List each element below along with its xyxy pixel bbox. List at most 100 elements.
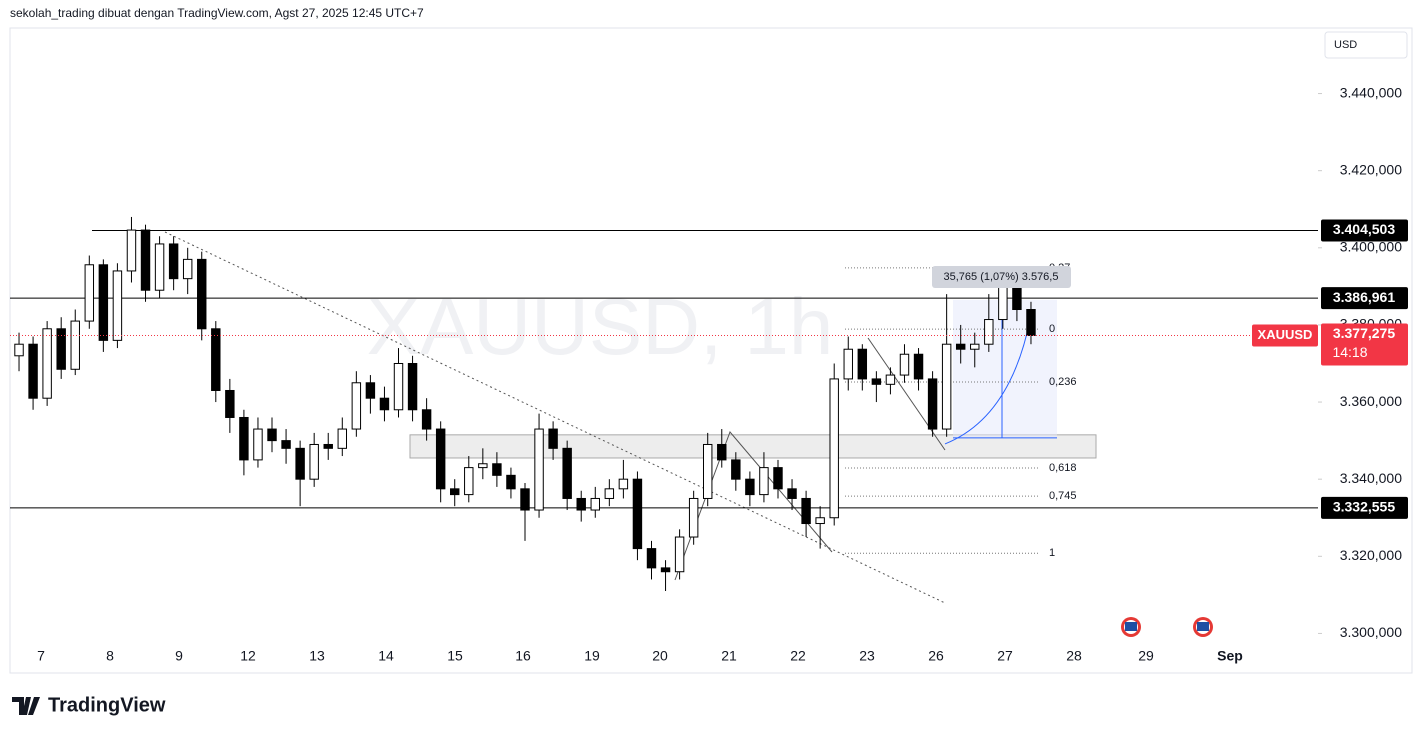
candle-body <box>899 353 910 376</box>
x-tick-label: 28 <box>1066 648 1082 664</box>
candle-body <box>309 443 319 480</box>
candle-body <box>98 264 109 341</box>
candle-body <box>492 463 502 476</box>
candle-body <box>239 416 249 461</box>
candle-body <box>1026 309 1036 336</box>
x-tick-label: 7 <box>37 648 45 664</box>
candle-body <box>632 478 643 550</box>
x-tick-label: 19 <box>584 648 600 664</box>
fib-label: 0,618 <box>1049 462 1077 474</box>
candle-body <box>56 328 66 370</box>
x-tick-label: 8 <box>106 648 114 664</box>
candle-body <box>674 536 685 573</box>
candle-body <box>450 488 460 496</box>
candle-body <box>829 378 839 519</box>
candle-body <box>576 497 586 511</box>
candle-body <box>168 243 179 280</box>
candle-body <box>84 264 95 322</box>
candle-body <box>393 362 404 411</box>
logo: TradingView <box>12 694 166 716</box>
fib-label: 0,236 <box>1049 376 1077 388</box>
candle-body <box>885 374 896 385</box>
x-tick-label: 16 <box>515 648 531 664</box>
level-label: 3.386,961 <box>1333 289 1395 305</box>
x-tick-label: 22 <box>790 648 806 664</box>
currency: USD <box>1334 39 1357 51</box>
candle-body <box>731 459 741 480</box>
candle-body <box>407 362 418 411</box>
y-tick-label: 3.300,000 <box>1340 624 1402 640</box>
candle-body <box>464 467 474 496</box>
candle-body <box>745 478 755 496</box>
candle-body <box>984 319 994 345</box>
x-tick-label: 20 <box>652 648 668 664</box>
measure-label: 35,765 (1,07%) 3.576,5 <box>944 271 1059 283</box>
currency-box[interactable] <box>1324 31 1408 59</box>
countdown: 14:18 <box>1332 344 1367 360</box>
x-tick-label: 26 <box>928 648 944 664</box>
candle-body <box>534 428 544 511</box>
symbol-tag <box>1252 324 1318 347</box>
candle-body <box>182 258 193 280</box>
candle-body <box>548 428 558 449</box>
trend-line <box>164 231 946 604</box>
y-tick-label: 3.320,000 <box>1340 547 1402 563</box>
candle-body <box>562 447 572 499</box>
candle-body <box>28 343 38 399</box>
candle-body <box>801 497 811 525</box>
candle-body <box>337 428 348 449</box>
candle-body <box>857 348 868 380</box>
candle-body <box>365 382 376 399</box>
candle-body <box>660 567 671 573</box>
x-tick-label: 13 <box>309 648 325 664</box>
candle-body <box>281 440 291 449</box>
candle-body <box>14 343 24 357</box>
logo-text: TradingView <box>48 694 166 716</box>
candle-body <box>225 389 235 418</box>
x-tick-label: 9 <box>175 648 183 664</box>
candle-body <box>871 378 882 385</box>
candle-body <box>998 283 1008 321</box>
x-tick-label: 27 <box>997 648 1013 664</box>
event-flags[interactable] <box>1121 617 1213 637</box>
candle-body <box>70 320 80 370</box>
candle-body <box>295 447 305 480</box>
last-price: 3.377,275 <box>1333 325 1395 341</box>
candle-body <box>1012 283 1022 311</box>
candle-body <box>351 382 362 430</box>
candle-body <box>112 270 123 341</box>
zone <box>409 434 1097 459</box>
x-tick-label: Sep <box>1217 648 1243 664</box>
candle-body <box>843 348 853 380</box>
y-tick-label: 3.400,000 <box>1340 239 1402 255</box>
x-tick-label: 15 <box>447 648 463 664</box>
level-label: 3.332,555 <box>1333 499 1395 515</box>
measure-label-box <box>932 266 1071 288</box>
x-tick-label: 12 <box>240 648 256 664</box>
level-label: 3.404,503 <box>1333 221 1395 237</box>
candle-body <box>421 409 432 430</box>
candle-body <box>759 467 769 496</box>
candle-body <box>253 428 263 461</box>
candle-body <box>970 343 980 350</box>
candle-body <box>773 467 783 490</box>
candle-body <box>154 243 165 291</box>
candle-body <box>941 343 952 430</box>
x-tick-label: 29 <box>1138 648 1154 664</box>
x-tick-label: 14 <box>378 648 394 664</box>
candle-body <box>126 229 137 272</box>
candle-body <box>478 463 488 469</box>
y-tick-label: 3.440,000 <box>1340 84 1402 100</box>
measure-arc <box>944 319 1031 445</box>
measure-box <box>953 299 1057 438</box>
candle-body <box>927 378 938 430</box>
x-tick-label: 21 <box>721 648 737 664</box>
candle-body <box>590 497 600 511</box>
x-tick-label: 23 <box>859 648 875 664</box>
last-price-box <box>1321 323 1408 366</box>
y-tick-label: 3.360,000 <box>1340 393 1402 409</box>
level-label-box <box>1321 496 1408 519</box>
candle-body <box>42 328 52 399</box>
frame <box>9 27 1413 674</box>
